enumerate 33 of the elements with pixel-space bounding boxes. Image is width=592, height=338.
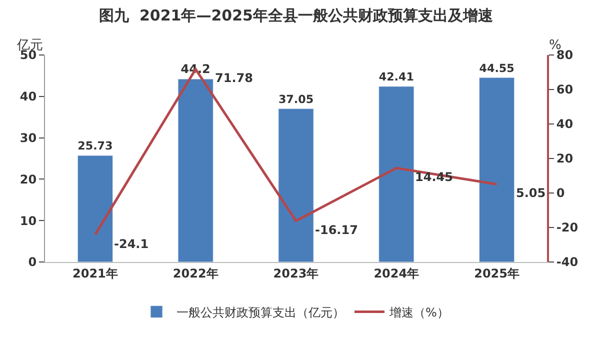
chart-title: 图九 2021年—2025年全县一般公共财政预算支出及增速 <box>99 6 494 25</box>
x-tick-label: 2023年 <box>273 266 319 280</box>
y-tick-label: 40 <box>20 90 37 104</box>
y-tick-label: 10 <box>20 214 37 228</box>
bar <box>178 78 214 262</box>
data-label: 5.05 <box>516 186 546 200</box>
bar <box>478 77 515 262</box>
y2-tick-label: 60 <box>556 82 574 97</box>
y2-tick-label: -40 <box>556 255 578 270</box>
y2-tick-label: 40 <box>556 117 574 132</box>
y2-tick-label: 20 <box>556 152 574 166</box>
x-tick-label: 2022年 <box>172 266 218 280</box>
bar <box>77 155 114 262</box>
x-tick-label: 2025年 <box>474 266 520 280</box>
y-tick-label: 0 <box>28 255 37 270</box>
y-tick-label: 20 <box>20 172 37 186</box>
y2-tick-label: 80 <box>556 48 574 62</box>
data-label: -24.1 <box>114 237 149 251</box>
y2-tick-label: 0 <box>556 186 565 200</box>
legend-label: 一般公共财政预算支出（亿元） <box>176 305 344 320</box>
data-label: 37.05 <box>278 92 314 106</box>
legend-label: 增速（%） <box>388 305 449 320</box>
data-label: 71.78 <box>215 71 253 85</box>
data-label: -16.17 <box>315 223 358 237</box>
x-tick-label: 2021年 <box>72 266 118 280</box>
data-label: 44.55 <box>479 62 514 75</box>
y-tick-label: 30 <box>20 131 37 145</box>
data-label: 42.41 <box>378 70 414 84</box>
y2-tick-label: -20 <box>556 220 578 235</box>
data-label: 25.73 <box>78 140 113 153</box>
bar <box>278 108 314 262</box>
x-tick-label: 2024年 <box>374 266 420 280</box>
bar <box>378 86 414 262</box>
